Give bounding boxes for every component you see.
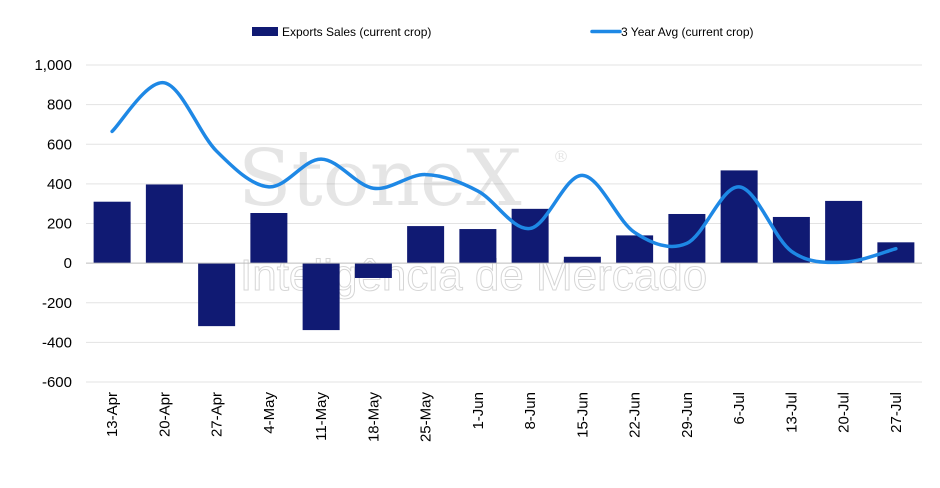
y-axis: 1,000 800 600 400 200 0 -200 -400 -600 <box>34 57 72 391</box>
bar-series <box>93 170 915 331</box>
legend-label-exports: Exports Sales (current crop) <box>282 25 431 39</box>
watermark-registered-mark: ® <box>553 147 569 166</box>
y-tick-label: 200 <box>47 216 72 233</box>
legend: Exports Sales (current crop) 3 Year Avg … <box>252 25 754 39</box>
bar-18-May <box>354 263 392 278</box>
bar-13-Apr <box>93 201 131 264</box>
bar-27-Jul <box>877 242 915 264</box>
x-tick-label: 6-Jul <box>731 392 748 425</box>
bar-1-Jun <box>459 229 497 264</box>
y-tick-label: 0 <box>64 255 72 272</box>
legend-label-avg: 3 Year Avg (current crop) <box>621 25 754 39</box>
x-tick-label: 18-May <box>365 392 382 443</box>
x-tick-label: 13-Apr <box>104 392 121 437</box>
x-tick-label: 25-May <box>418 392 435 443</box>
bar-13-Jul <box>772 216 810 264</box>
bar-15-Jun <box>563 256 601 264</box>
x-tick-label: 13-Jul <box>783 392 800 433</box>
y-tick-label: -600 <box>42 374 72 391</box>
avg-line-path <box>110 81 898 265</box>
watermark-brand: StoneX <box>238 134 522 224</box>
x-tick-label: 8-Jun <box>522 392 539 430</box>
bar-11-May <box>302 263 340 331</box>
x-tick-label: 20-Apr <box>156 392 173 437</box>
y-tick-label: 600 <box>47 136 72 153</box>
x-tick-label: 20-Jul <box>836 392 853 433</box>
x-tick-label: 4-May <box>261 392 278 434</box>
y-tick-label: 1,000 <box>34 57 72 74</box>
y-tick-label: 800 <box>47 97 72 114</box>
bar-27-Apr <box>198 263 236 327</box>
bar-20-Apr <box>145 184 183 264</box>
bar-6-Jul <box>720 170 758 264</box>
y-tick-label: 400 <box>47 176 72 193</box>
bar-4-May <box>250 212 288 264</box>
x-tick-label: 15-Jun <box>574 392 591 438</box>
bar-25-May <box>407 226 445 264</box>
bar-20-Jul <box>825 200 863 264</box>
x-tick-label: 11-May <box>313 392 330 441</box>
legend-swatch-exports <box>252 27 278 36</box>
x-tick-label: 27-Jul <box>888 392 905 433</box>
x-tick-label: 1-Jun <box>470 392 487 430</box>
y-tick-label: -200 <box>42 295 72 312</box>
x-tick-label: 27-Apr <box>209 392 226 437</box>
bar-29-Jun <box>668 213 706 264</box>
line-series <box>110 81 898 265</box>
x-tick-label: 22-Jun <box>627 392 644 438</box>
x-axis: 13-Apr 20-Apr 27-Apr 4-May 11-May 18-May 25-Ma… <box>104 392 905 443</box>
x-tick-label: 29-Jun <box>679 392 696 438</box>
y-tick-label: -400 <box>42 334 72 351</box>
